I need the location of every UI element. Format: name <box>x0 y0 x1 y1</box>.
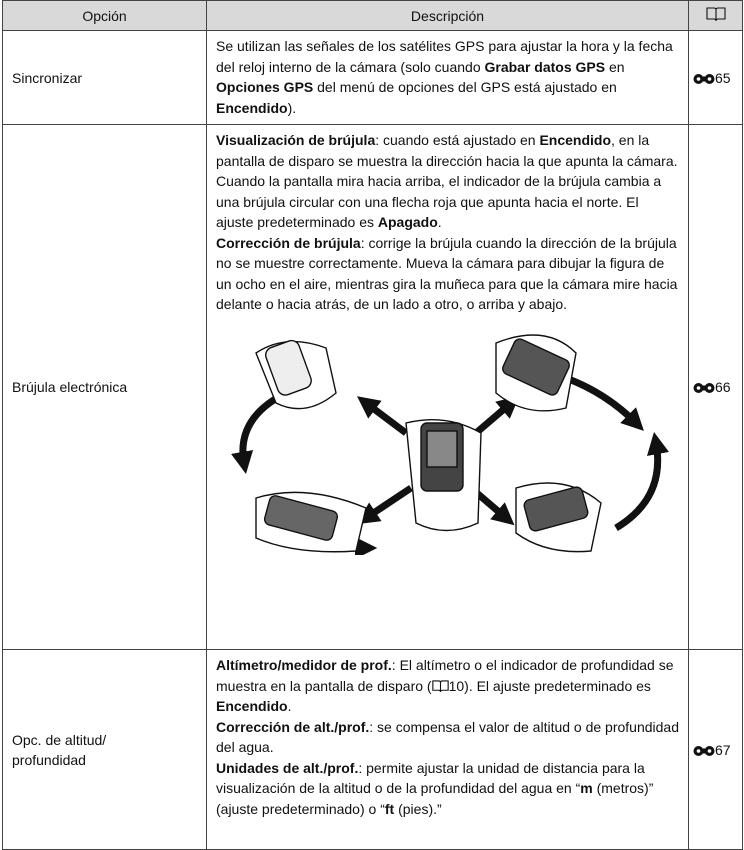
text: : cuando está ajustado en <box>375 132 540 148</box>
header-cell: Descripción <box>206 0 689 31</box>
paragraph: Corrección de alt./prof.: se compensa el… <box>216 717 679 758</box>
term: Altímetro/medidor de prof. <box>216 657 392 673</box>
text: en <box>605 58 625 75</box>
text: Se utilizan las señales de los satélites… <box>216 38 673 75</box>
term: Visualización de brújula <box>216 132 376 148</box>
paragraph: Visualización de brújula: cuando está aj… <box>216 130 679 233</box>
page-reference: 10 <box>448 677 465 694</box>
book-icon <box>705 7 726 22</box>
reference-icon <box>693 73 715 84</box>
term: Encendido <box>216 698 288 714</box>
page-number: 65 <box>715 69 731 86</box>
text: . <box>287 698 292 714</box>
text: : permite ajustar la unidad de distancia… <box>216 759 645 797</box>
option: Sincronizar <box>2 30 207 125</box>
text: , en la pantalla de disparo se muestra l… <box>216 132 678 230</box>
term: Corrección de alt./prof. <box>216 718 370 735</box>
text: : corrige la brújula cuando la dirección… <box>216 234 678 313</box>
text: (metros)” (ajuste predeterminado) o “ <box>216 780 654 817</box>
paragraph: Corrección de brújula: corrige la brújul… <box>216 233 679 315</box>
header-cell: Opción <box>2 0 207 31</box>
reference: 66 <box>688 124 743 650</box>
term: Unidades de alt./prof. <box>216 759 359 776</box>
reference: 67 <box>688 649 743 850</box>
term: Encendido <box>539 132 612 148</box>
paragraph: Se utilizan las señales de los satélites… <box>216 36 679 118</box>
term: Opciones GPS <box>216 79 314 95</box>
book-icon <box>431 679 449 692</box>
term: Corrección de brújula <box>216 234 361 251</box>
description: Se utilizan las señales de los satélites… <box>206 30 689 125</box>
description: Visualización de brújula: cuando está aj… <box>206 124 689 650</box>
row: Sincronizar Se utilizan las señales de l… <box>2 30 743 125</box>
reference-icon <box>693 745 715 756</box>
header-icon-cell <box>688 0 743 31</box>
header-row: Opción Descripción <box>2 0 743 31</box>
term: Grabar datos GPS <box>484 58 606 75</box>
term: ft <box>384 800 395 817</box>
text: ). El ajuste predeterminado es <box>464 677 651 694</box>
term: Encendido <box>216 99 288 116</box>
row: Opc. de altitud/ profundidad Altímetro/m… <box>2 649 743 850</box>
text: (pies).” <box>394 800 442 817</box>
page-number: 67 <box>715 741 731 758</box>
description: Altímetro/medidor de prof.: El altímetro… <box>206 649 689 850</box>
text: : El altímetro o el indicador de profund… <box>216 657 674 694</box>
option: Brújula electrónica <box>2 124 207 650</box>
option: Opc. de altitud/ profundidad <box>2 649 207 850</box>
reference-icon <box>693 383 715 393</box>
paragraph: Unidades de alt./prof.: permite ajustar … <box>216 758 679 820</box>
compass-illustration <box>231 333 670 555</box>
text: ). <box>287 99 297 116</box>
term: m <box>580 780 593 796</box>
reference: 65 <box>688 30 743 125</box>
text: del menú de opciones del GPS está ajusta… <box>313 79 617 95</box>
paragraph: Altímetro/medidor de prof.: El altímetro… <box>216 655 679 717</box>
page-number: 66 <box>715 379 731 395</box>
term: Apagado <box>377 214 438 230</box>
text: . <box>437 214 442 230</box>
row: Brújula electrónica Visualización de brú… <box>2 124 743 650</box>
text: : se compensa el valor de altitud o de p… <box>216 718 680 756</box>
